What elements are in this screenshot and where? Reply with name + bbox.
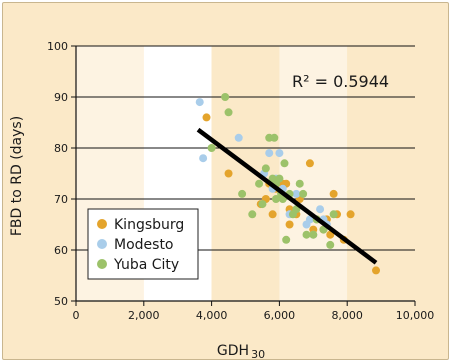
data-point	[195, 98, 204, 107]
x-tick-label: 10,000	[396, 309, 435, 322]
y-tick-label: 50	[54, 295, 68, 308]
data-point	[346, 210, 355, 219]
x-axis-title-main: GDH	[217, 343, 249, 359]
x-tick-label: 8,000	[331, 309, 363, 322]
data-point	[299, 189, 308, 198]
x-tick-label: 4,000	[196, 309, 228, 322]
r-squared-annotation: R² = 0.5944	[292, 72, 389, 91]
x-axis-title: GDH 30	[217, 343, 265, 359]
legend-label: Modesto	[114, 237, 174, 253]
data-point	[224, 108, 233, 117]
data-point	[238, 189, 247, 198]
data-point	[305, 159, 314, 168]
data-point	[272, 195, 281, 203]
y-tick-label: 60	[54, 244, 68, 257]
x-tick-label: 0	[73, 309, 80, 322]
y-axis-title: FBD to RD (days)	[9, 116, 25, 236]
gridlines	[76, 45, 415, 251]
data-point	[309, 230, 318, 239]
legend-label: Kingsburg	[114, 217, 184, 233]
y-tick-labels: 50 60 70 80 90 100	[47, 40, 68, 308]
data-point	[316, 205, 325, 214]
data-point	[255, 179, 264, 188]
data-point	[275, 174, 284, 183]
y-tick-label: 90	[54, 91, 68, 104]
x-tick-labels: 0 2,000 4,000 6,000 8,000 10,000	[73, 309, 435, 322]
data-point	[248, 210, 257, 219]
data-point	[234, 133, 243, 142]
data-point	[285, 220, 294, 229]
background-band	[347, 46, 415, 301]
data-point	[295, 179, 304, 188]
y-tick-label: 70	[54, 193, 68, 206]
data-point	[199, 154, 208, 163]
data-point	[207, 144, 216, 152]
data-point	[261, 164, 270, 173]
legend-label: Yuba City	[113, 257, 179, 273]
data-point	[202, 113, 211, 122]
data-point	[292, 189, 301, 198]
data-point	[280, 159, 289, 168]
background-bands	[76, 46, 415, 301]
y-tick-label: 100	[47, 40, 68, 53]
background-band	[211, 46, 280, 301]
data-point	[270, 133, 279, 142]
legend-marker	[97, 219, 107, 229]
x-tick-label: 6,000	[264, 309, 296, 322]
data-point	[224, 169, 233, 178]
data-point	[302, 230, 311, 239]
background-band	[279, 46, 348, 301]
data-point	[282, 235, 291, 244]
legend-marker	[97, 259, 107, 269]
legend: Kingsburg Modesto Yuba City	[87, 208, 199, 280]
legend-marker	[97, 239, 107, 249]
data-point	[372, 266, 381, 275]
x-axis-title-subscript: 30	[251, 348, 265, 359]
data-point	[268, 210, 277, 219]
data-point	[275, 149, 284, 158]
trendline	[196, 127, 378, 265]
data-point	[265, 149, 274, 158]
data-point	[326, 240, 335, 249]
data-point	[329, 189, 338, 198]
y-tick-label: 80	[54, 142, 68, 155]
data-point	[329, 210, 338, 219]
scatter-chart: 0 2,000 4,000 6,000 8,000 10,000 50 60 70 80 90 10…	[9, 40, 435, 359]
axes	[71, 45, 416, 306]
data-point	[258, 200, 267, 209]
data-point	[221, 93, 230, 101]
data-points	[195, 93, 381, 275]
x-tick-label: 2,000	[128, 309, 160, 322]
